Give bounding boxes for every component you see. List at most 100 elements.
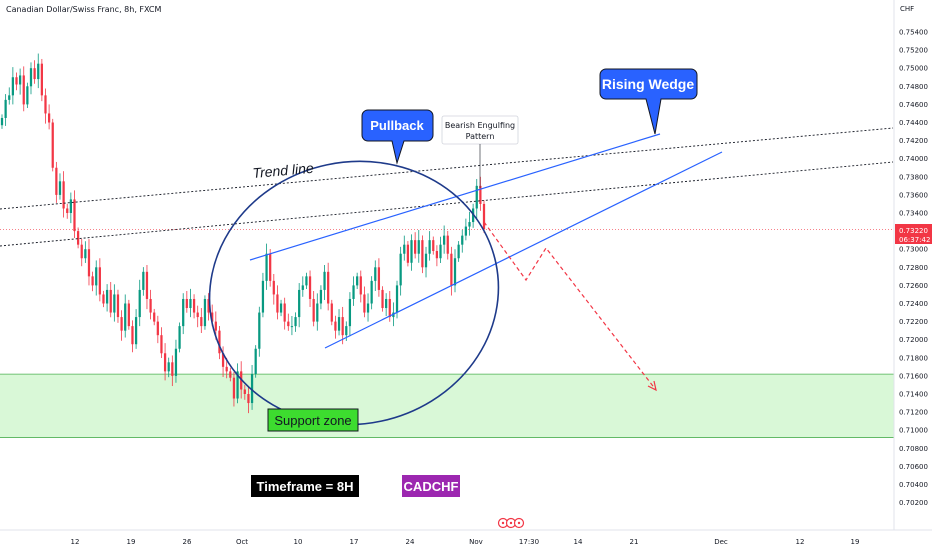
candle <box>337 309 341 336</box>
candle <box>410 234 413 271</box>
symbol-label: CADCHF <box>404 479 459 494</box>
candle <box>171 355 174 387</box>
candle <box>464 218 468 241</box>
price-tick-label: 0.74800 <box>899 83 928 91</box>
symbol-label-box[interactable]: CADCHF <box>402 475 460 497</box>
candle <box>370 276 373 310</box>
trend-line-label: Trend line <box>252 160 315 181</box>
candle <box>40 58 43 102</box>
candle <box>95 260 98 296</box>
candle <box>229 367 232 382</box>
candle <box>457 241 460 262</box>
chart-title: Canadian Dollar/Swiss Franc, 8h, FXCM <box>6 5 161 14</box>
candle <box>298 283 301 328</box>
candle <box>131 320 134 353</box>
economic-events-icon[interactable] <box>497 517 525 529</box>
candle <box>308 270 312 307</box>
candle <box>127 299 130 330</box>
candle <box>352 276 355 306</box>
wedge-upper-line <box>249 133 661 261</box>
price-tick-label: 0.73800 <box>899 173 928 181</box>
candle <box>290 315 294 336</box>
support-zone-label-box[interactable]: Support zone <box>267 408 359 432</box>
time-axis[interactable]: 12 19 26 Oct 10 17 24 Nov 17:30 14 21 Dec 12 19 <box>71 538 860 546</box>
candle <box>84 241 87 263</box>
bearish-engulfing-callout[interactable]: Bearish Engulfing Pattern <box>441 115 519 188</box>
timeframe-label: Timeframe = 8H <box>257 479 354 494</box>
candle <box>91 271 94 292</box>
candle <box>330 299 333 326</box>
candle <box>102 290 105 308</box>
price-tick-label: 0.71000 <box>899 427 928 435</box>
candle <box>272 273 275 305</box>
candlestick-series <box>0 53 486 414</box>
candle <box>435 245 439 267</box>
price-axis-currency: CHF <box>900 5 914 13</box>
candle <box>120 310 123 341</box>
candle <box>450 246 453 296</box>
candle <box>243 384 246 400</box>
trend-line-upper <box>0 127 894 210</box>
candle <box>29 62 33 95</box>
candle <box>116 289 120 323</box>
candle <box>105 284 109 312</box>
candle <box>348 292 352 337</box>
candle <box>145 264 149 310</box>
candle <box>356 272 359 290</box>
price-tick-label: 0.73600 <box>899 191 928 199</box>
candle <box>66 203 69 219</box>
price-tick-label: 0.74000 <box>899 155 928 163</box>
candle <box>153 308 156 326</box>
candle <box>124 294 127 338</box>
candle <box>218 325 221 360</box>
candle <box>250 365 254 410</box>
bearish-engulfing-line2: Pattern <box>466 132 495 141</box>
time-tick-label: Oct <box>236 538 248 546</box>
candle <box>403 235 406 261</box>
price-tick-label: 0.73000 <box>899 246 928 254</box>
candle <box>381 286 384 312</box>
price-tick-label: 0.72400 <box>899 300 928 308</box>
rising-wedge-callout[interactable]: Rising Wedge <box>599 68 698 135</box>
candle <box>305 272 308 290</box>
timeframe-label-box[interactable]: Timeframe = 8H <box>251 475 359 497</box>
price-axis[interactable]: 0.70200 0.70400 0.70600 0.70800 0.71000 0.712… <box>899 29 928 508</box>
candle <box>47 104 51 130</box>
candle <box>174 339 178 383</box>
candle <box>424 246 428 278</box>
candle <box>236 363 239 404</box>
pullback-ellipse <box>208 160 500 426</box>
candle <box>327 262 330 311</box>
candle <box>51 118 54 172</box>
price-tick-label: 0.74200 <box>899 137 928 145</box>
candle <box>192 294 196 319</box>
bearish-engulfing-line1: Bearish Engulfing <box>445 121 515 130</box>
candle <box>109 281 112 318</box>
projection-arrowhead <box>647 380 657 392</box>
candle <box>189 288 192 318</box>
candle <box>374 260 377 292</box>
candle <box>207 293 210 321</box>
pullback-callout[interactable]: Pullback <box>361 109 434 165</box>
time-tick-label: 17 <box>350 538 359 546</box>
candle <box>482 200 486 233</box>
time-tick-label: 17:30 <box>519 538 539 546</box>
candle <box>261 272 265 318</box>
candle <box>443 225 446 254</box>
time-tick-label: 10 <box>294 538 303 546</box>
candle <box>8 87 11 105</box>
candle <box>301 276 304 297</box>
candle <box>269 249 272 287</box>
support-zone-label: Support zone <box>274 413 351 428</box>
candle <box>265 243 268 290</box>
candle <box>196 305 199 328</box>
candle <box>26 82 29 109</box>
candle <box>232 371 236 407</box>
price-tick-label: 0.72800 <box>899 264 928 272</box>
price-tick-label: 0.75000 <box>899 65 928 73</box>
candle <box>44 88 47 124</box>
candle <box>37 53 40 89</box>
candle <box>69 192 72 224</box>
price-tick-label: 0.71800 <box>899 354 928 362</box>
